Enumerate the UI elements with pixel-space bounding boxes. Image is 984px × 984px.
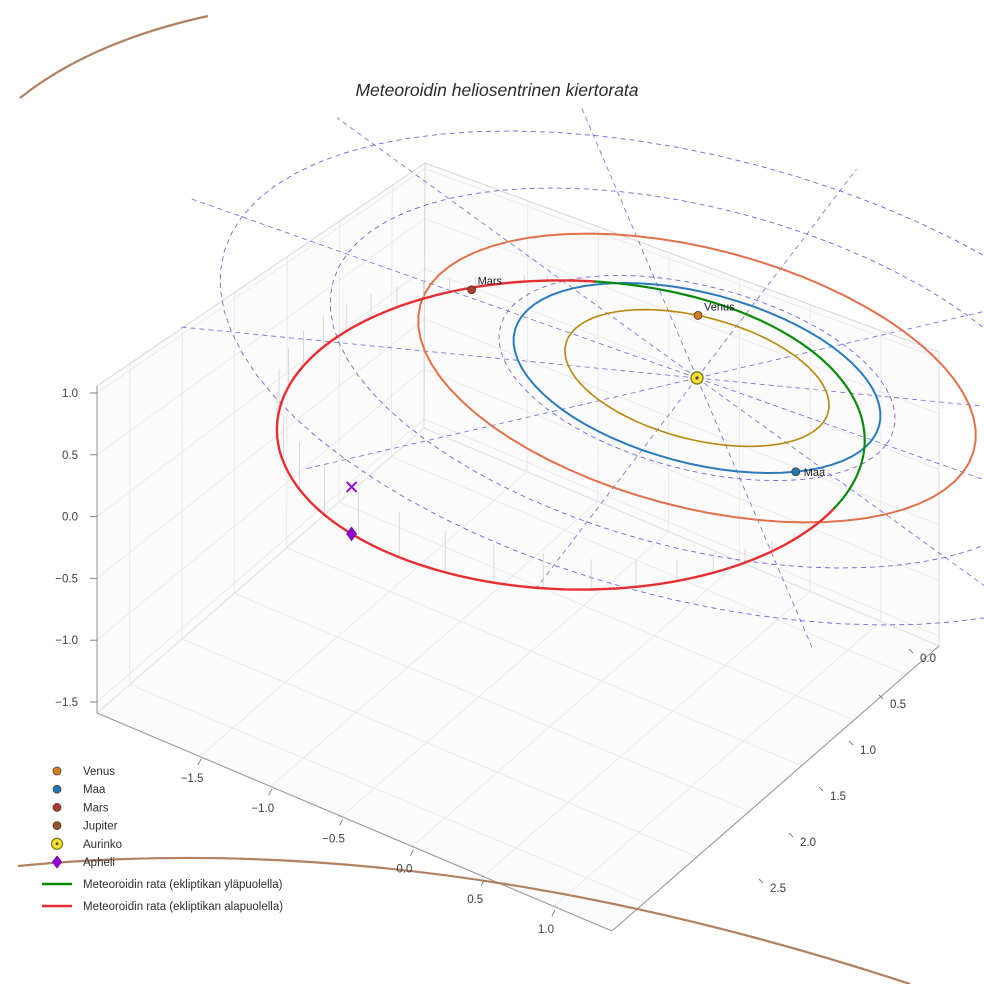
legend-dot-marker <box>52 803 62 812</box>
legend-item: Meteoroidin rata (ekliptikan alapuolella… <box>42 901 283 913</box>
legend-label: Venus <box>83 766 115 778</box>
polar-grid-spoke <box>696 377 984 586</box>
body-markers <box>346 285 801 542</box>
z-tick-label: −1.5 <box>55 697 78 709</box>
legend-dot-marker <box>52 821 62 830</box>
jupiter-orbit <box>17 14 911 984</box>
legend-item: Maa <box>52 784 106 796</box>
polar-grid-spoke <box>537 377 698 588</box>
plot-title: Meteoroidin heliosentrinen kiertorata <box>355 80 638 100</box>
legend-item: Meteoroidin rata (ekliptikan yläpuolella… <box>42 879 283 891</box>
legend-dot-marker <box>52 784 62 794</box>
y-tick-label: 0.5 <box>890 699 906 711</box>
polar-grid-spoke <box>696 168 857 379</box>
x-tick-label: 1.0 <box>538 924 554 936</box>
apheli-diamond-marker <box>346 526 358 542</box>
legend-item: Aurinko <box>50 837 122 851</box>
legend-item: Apheli <box>51 855 115 869</box>
venus-label: Venus <box>704 301 735 313</box>
legend-item: Mars <box>52 802 109 814</box>
x-tick-label: −1.0 <box>251 803 274 815</box>
legend-label: Maa <box>83 784 106 796</box>
z-tick-label: −0.5 <box>55 573 78 585</box>
polar-grid-spoke <box>581 107 698 379</box>
polar-grid-spoke <box>177 326 698 379</box>
axes-panes <box>96 162 940 932</box>
polar-grid-spoke <box>696 310 984 379</box>
maa-marker <box>791 467 801 477</box>
sun-marker-core <box>695 376 699 380</box>
polar-grid-spoke <box>696 377 813 649</box>
z-tick-label: −1.0 <box>55 635 78 647</box>
z-tick-label: 1.0 <box>62 388 78 400</box>
polar-grid-spoke <box>336 117 698 379</box>
y-tick-label: 2.0 <box>800 837 816 849</box>
y-tick-label: 1.5 <box>830 791 846 803</box>
z-tick-label: 0.0 <box>62 512 78 524</box>
venus-marker <box>693 310 703 320</box>
x-tick-label: −1.5 <box>181 773 204 785</box>
legend-label: Aurinko <box>83 839 122 851</box>
legend-item: Jupiter <box>52 821 118 833</box>
body-labels: Venus Maa Mars <box>478 276 826 479</box>
maa-label: Maa <box>804 467 826 479</box>
polar-grid-circle <box>330 187 984 569</box>
venus-orbit <box>564 308 830 448</box>
jupiter-orbit-arc <box>19 14 209 99</box>
legend-label: Apheli <box>83 857 115 869</box>
mars-label: Mars <box>478 276 503 288</box>
legend-label: Jupiter <box>83 821 118 833</box>
x-tick-label: −0.5 <box>322 833 345 845</box>
planet-orbits <box>417 232 977 524</box>
x-tick-label: 0.5 <box>467 894 483 906</box>
polar-grid <box>177 107 984 649</box>
mars-orbit <box>417 232 977 524</box>
legend-diamond-marker <box>51 855 63 869</box>
legend-label: Mars <box>83 802 109 814</box>
mars-marker <box>467 285 477 295</box>
maa-orbit <box>512 281 882 475</box>
jupiter-orbit-arc <box>17 856 911 984</box>
meteoroid-path-above-ecliptic <box>594 280 866 510</box>
legend-label: Meteoroidin rata (ekliptikan yläpuolella… <box>83 879 283 891</box>
legend-item: Venus <box>52 766 115 778</box>
legend-label: Meteoroidin rata (ekliptikan alapuolella… <box>83 901 283 913</box>
drop-lines <box>276 274 814 590</box>
x-tick-label: 0.0 <box>396 864 412 876</box>
legend: Venus Maa Mars Jupiter Aurinko Apheli Meteoroi… <box>42 766 283 913</box>
z-tick-label: 0.5 <box>62 450 78 462</box>
tick-labels: 1.0 0.5 0.0 −0.5 −1.0 −1.5 −1.5 −1.0 −0.5 0.0 0.5 1… <box>55 388 936 936</box>
apheli-projection-x-marker <box>346 481 358 493</box>
polar-grid-spoke <box>305 377 698 470</box>
y-tick-label: 0.0 <box>920 653 936 665</box>
y-tick-label: 1.0 <box>860 745 876 757</box>
y-tick-label: 2.5 <box>770 883 786 895</box>
legend-dot-marker <box>52 766 62 776</box>
